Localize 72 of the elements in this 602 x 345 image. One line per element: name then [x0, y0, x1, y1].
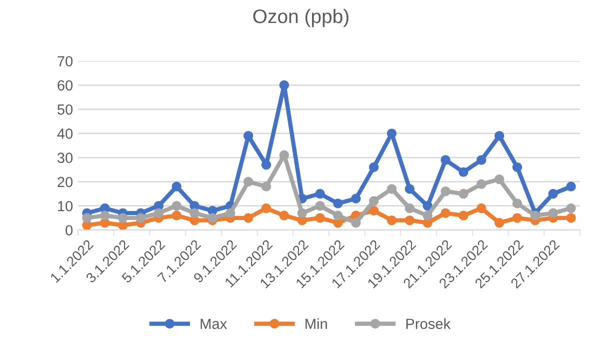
y-tick-label: 60 [58, 80, 73, 91]
point [154, 208, 164, 218]
point [494, 174, 504, 184]
point [243, 176, 254, 187]
point [279, 210, 290, 220]
point [512, 198, 522, 208]
point [368, 206, 379, 216]
point [243, 213, 254, 223]
y-tick-label: 30 [57, 152, 73, 163]
point [440, 208, 450, 218]
point [422, 200, 432, 211]
point [494, 130, 504, 141]
point [226, 208, 236, 218]
y-tick-label: 10 [58, 200, 73, 212]
point [315, 188, 325, 199]
point [243, 130, 254, 141]
point [333, 198, 343, 208]
point [458, 167, 468, 177]
point [172, 200, 182, 211]
point [512, 162, 522, 172]
chart-title: Ozon (ppb) [253, 8, 348, 28]
point [172, 182, 182, 192]
point [494, 218, 504, 228]
point [422, 210, 432, 220]
point [566, 213, 576, 223]
point [100, 210, 110, 220]
legend-label: Min [306, 318, 327, 329]
point [530, 210, 540, 220]
point [512, 213, 522, 223]
y-tick-label: 50 [58, 104, 73, 115]
point [440, 186, 450, 196]
point [566, 182, 576, 192]
point [208, 213, 218, 223]
point [315, 200, 325, 211]
y-tick-label: 0 [66, 225, 73, 236]
point [351, 218, 361, 228]
y-tick-label: 40 [57, 128, 73, 139]
y-tick-label: 20 [58, 176, 73, 188]
point [404, 215, 415, 226]
point [476, 203, 486, 214]
point [118, 213, 128, 223]
point [297, 208, 307, 218]
point [333, 210, 343, 220]
point [404, 184, 415, 194]
point [386, 184, 397, 194]
point [548, 208, 558, 218]
point [82, 213, 92, 223]
point [476, 155, 486, 165]
point [548, 188, 558, 199]
legend-label: Prosek [406, 318, 451, 329]
point [386, 128, 397, 138]
point [458, 210, 468, 220]
point [315, 213, 325, 223]
point [172, 210, 182, 220]
point [566, 203, 576, 214]
point [386, 215, 397, 226]
point [440, 155, 450, 165]
point [368, 162, 379, 172]
point [261, 160, 272, 170]
point [190, 208, 200, 218]
point [404, 203, 415, 214]
point [261, 182, 272, 192]
point [279, 150, 290, 160]
point [368, 196, 379, 206]
point [351, 194, 361, 204]
point [458, 188, 468, 199]
point [476, 179, 486, 189]
point [261, 203, 272, 214]
legend-label: Max [200, 318, 227, 329]
point [136, 213, 146, 223]
point [279, 80, 290, 90]
y-tick-label: 70 [58, 56, 73, 66]
